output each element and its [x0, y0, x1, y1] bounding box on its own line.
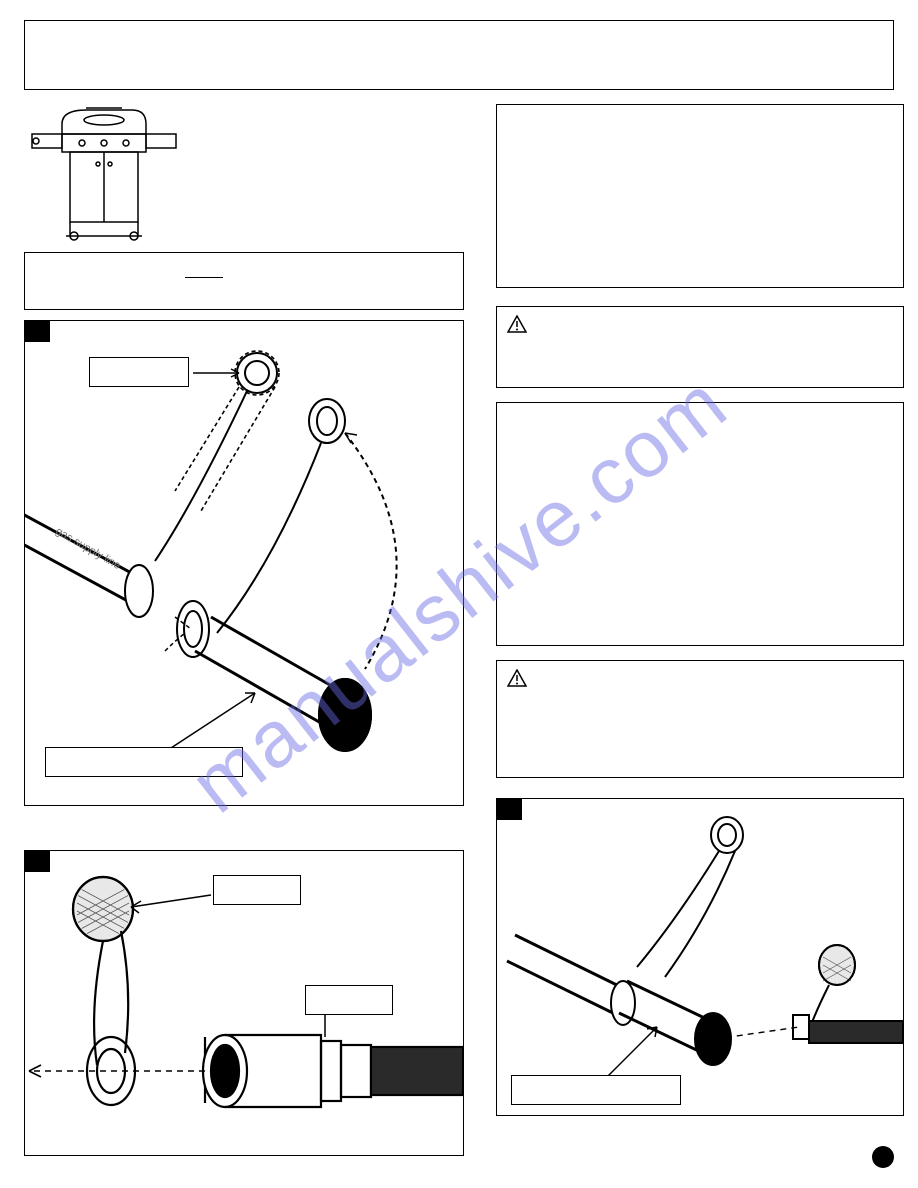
figure-b-tab [24, 850, 50, 872]
figure-a-panel: gas supply line [24, 320, 464, 806]
figure-b-label-mid [305, 985, 393, 1015]
left-column: gas supply line [24, 104, 464, 1156]
main-columns: gas supply line [24, 104, 894, 1156]
grill-illustration [24, 104, 184, 244]
right-column [496, 104, 904, 1156]
warning-icon [507, 315, 527, 333]
page-number-dot [872, 1146, 894, 1168]
right-text-box-2 [496, 402, 904, 646]
figure-a-drawing: gas supply line [25, 321, 463, 807]
figure-b-panel [24, 850, 464, 1156]
right-warning-box-1 [496, 306, 904, 388]
intro-text-box [24, 252, 464, 310]
figure-c-drawing [497, 799, 903, 1117]
right-text-box-1 [496, 104, 904, 288]
right-warning-box-2 [496, 660, 904, 778]
figure-c-panel [496, 798, 904, 1116]
warning-icon [507, 669, 527, 687]
header-banner-box [24, 20, 894, 90]
figure-a-label-bottom [45, 747, 243, 777]
figure-a-label-top [89, 357, 189, 387]
underline-rule [185, 277, 223, 278]
figure-c-tab [496, 798, 522, 820]
figure-a-tab [24, 320, 50, 342]
figure-b-label-top [213, 875, 301, 905]
figure-c-label-bottom [511, 1075, 681, 1105]
